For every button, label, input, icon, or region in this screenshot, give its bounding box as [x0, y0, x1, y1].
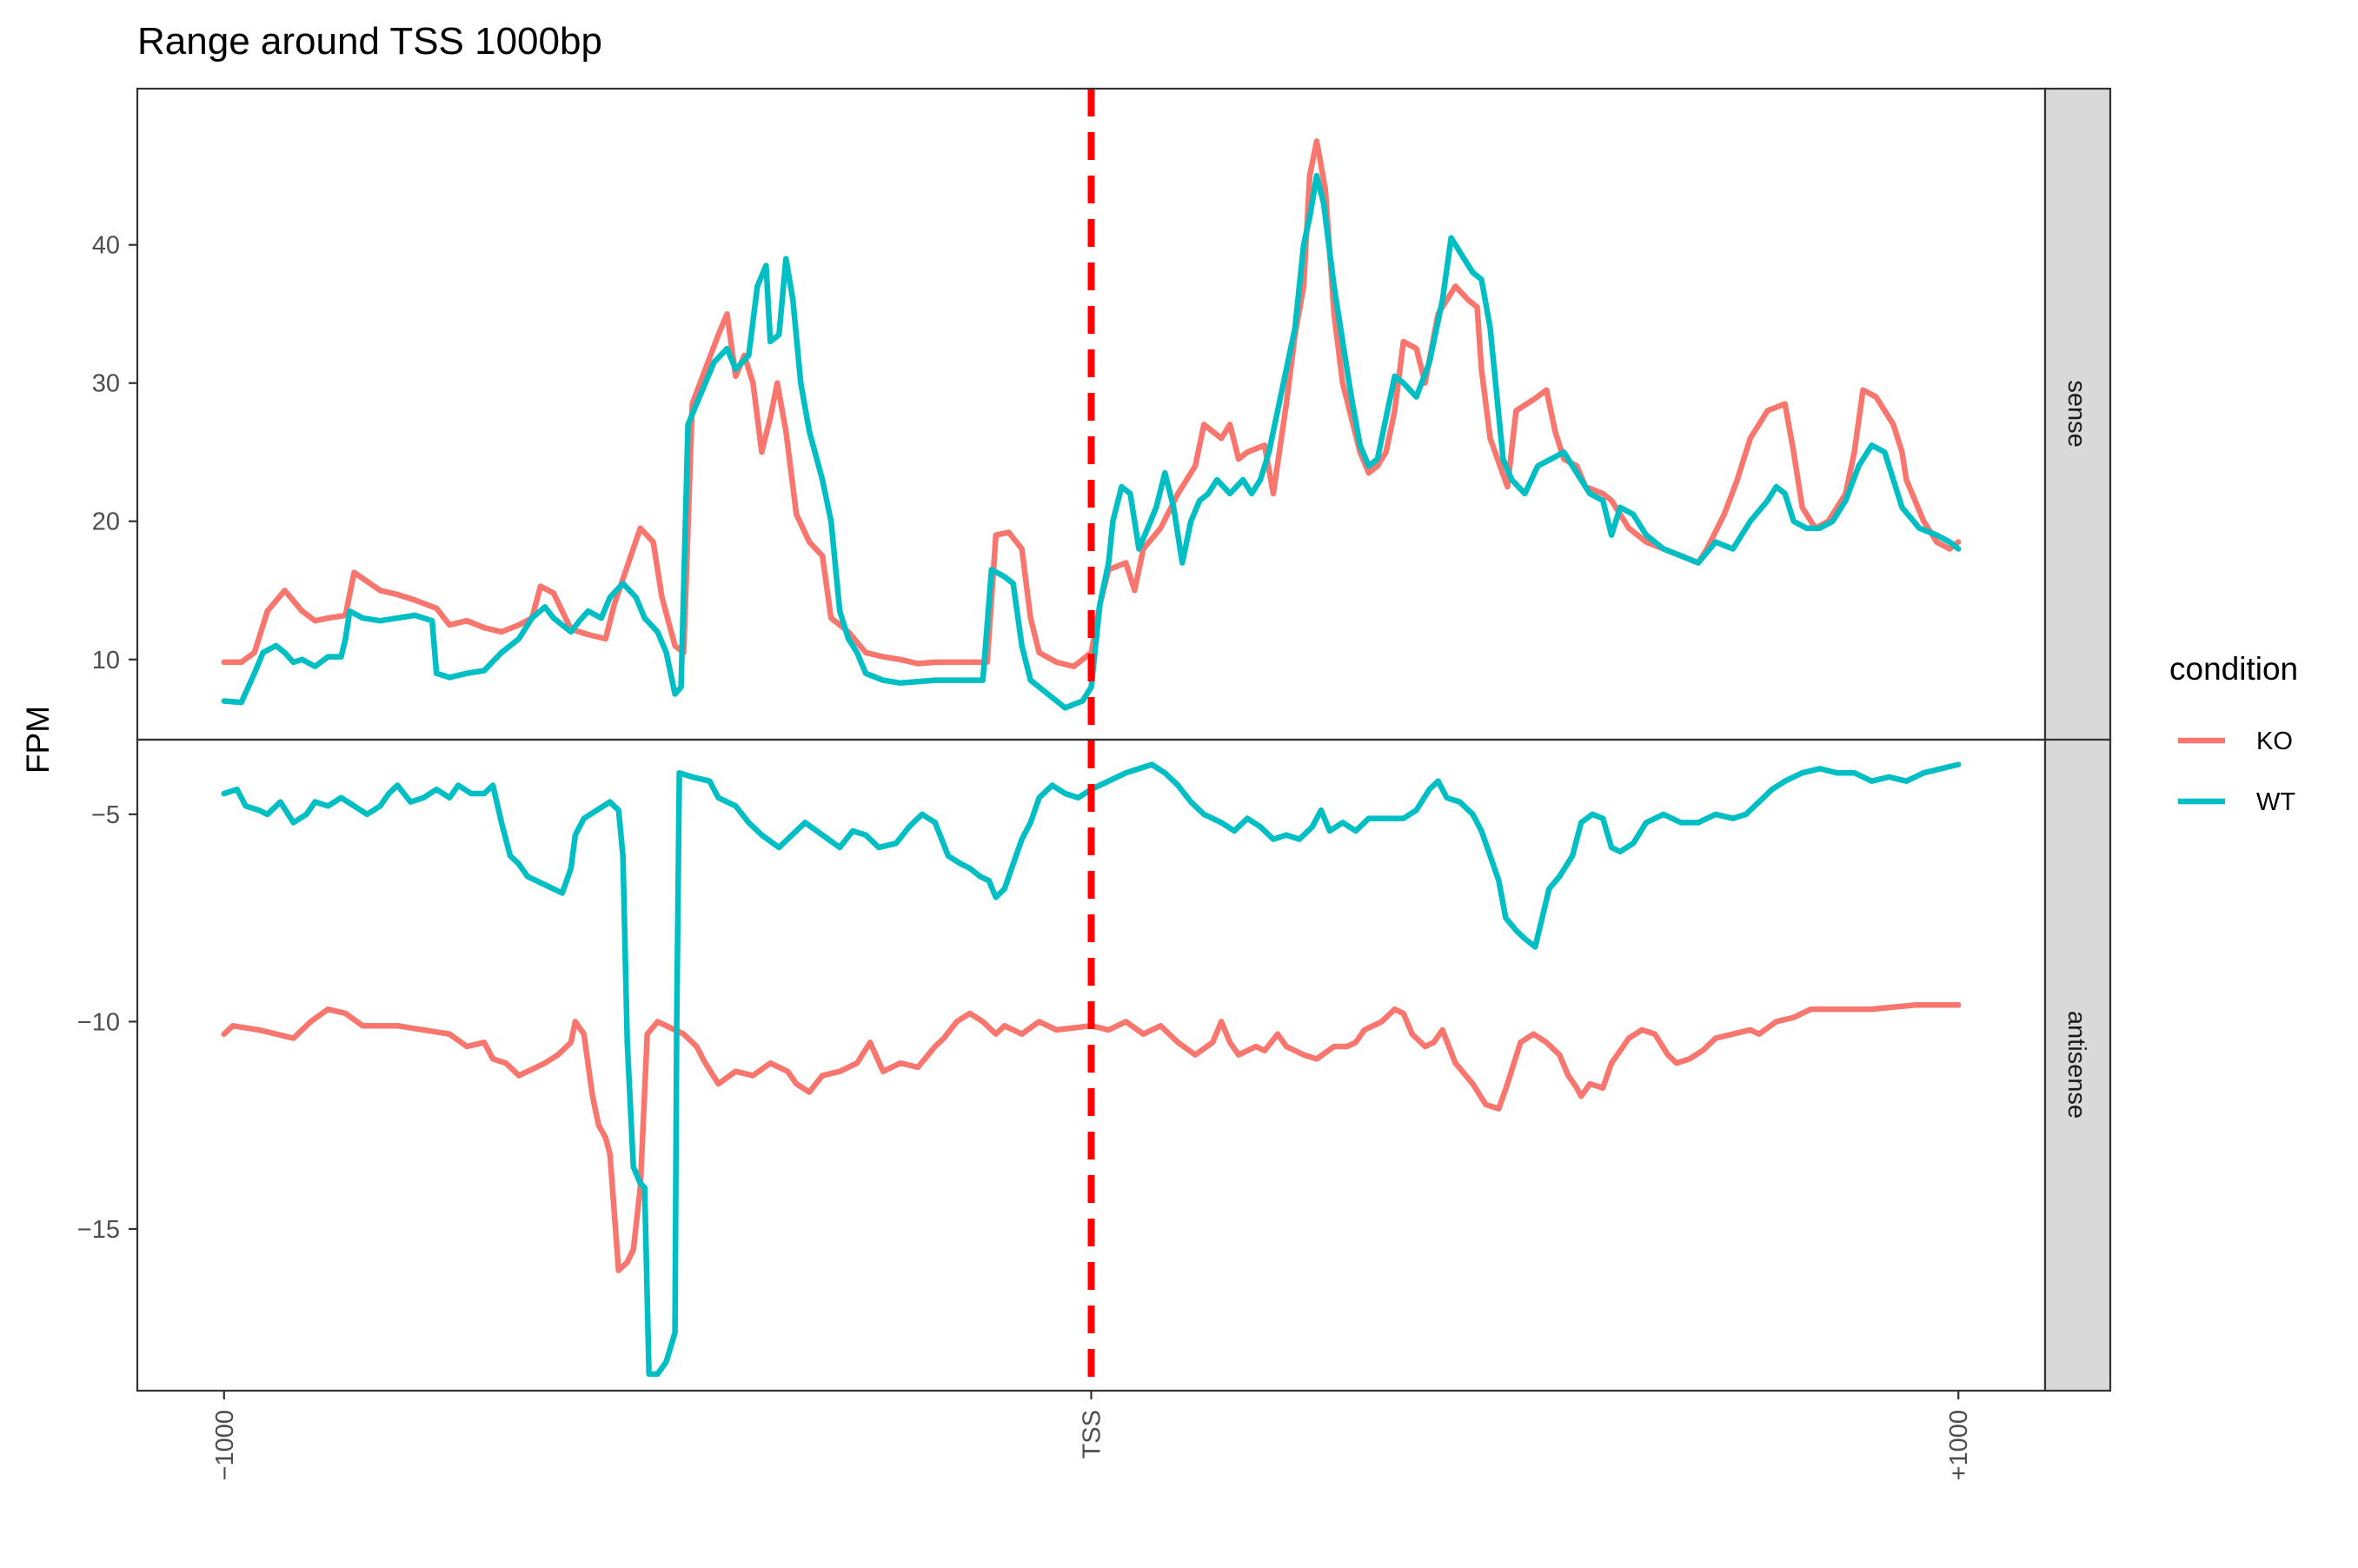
legend: KO WT — [2178, 728, 2295, 816]
strip-label-antisense: antisense — [2062, 1011, 2090, 1119]
y-tick-label: 20 — [92, 508, 120, 536]
y-axis-label: FPM — [20, 706, 56, 774]
x-axis: −1000 TSS +1000 — [211, 1391, 1973, 1480]
strip-sense — [2043, 87, 2112, 741]
y-tick-label: −5 — [91, 801, 120, 829]
strip-antisense — [2043, 738, 2112, 1392]
chart-title: Range around TSS 1000bp — [137, 20, 602, 63]
y-tick-label: 30 — [92, 370, 120, 398]
sense-series-group — [221, 138, 1962, 711]
legend-label-ko: KO — [2256, 728, 2293, 755]
y-tick-label: 10 — [92, 647, 120, 674]
x-tick-label: TSS — [1079, 1410, 1106, 1458]
x-tick-label: −1000 — [211, 1410, 239, 1480]
antisense-wt-line — [221, 761, 1962, 1378]
antisense-series-group — [221, 761, 1962, 1378]
legend-label-wt: WT — [2256, 788, 2295, 816]
y-tick-label: 40 — [92, 232, 120, 260]
strip-label-sense: sense — [2062, 380, 2090, 447]
antisense-ko-line — [221, 1002, 1962, 1273]
y-tick-label: −10 — [77, 1008, 120, 1036]
y-axis-sense: 10 20 30 40 — [92, 232, 137, 674]
sense-wt-line — [221, 172, 1962, 711]
x-tick-label: +1000 — [1945, 1410, 1973, 1480]
legend-title: condition — [2169, 651, 2298, 687]
y-tick-label: −15 — [77, 1216, 120, 1244]
y-axis-antisense: −15 −10 −5 — [77, 801, 137, 1244]
